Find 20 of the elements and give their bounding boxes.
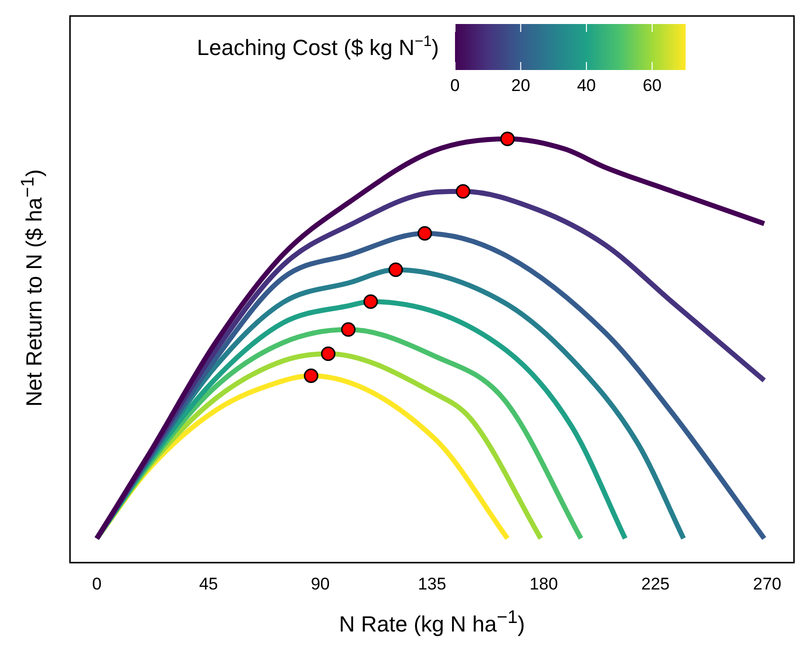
point [304,368,318,383]
color-bar-label: 60 [642,76,662,96]
x-axis-title: N Rate (kg N ha$^{−1}$) [338,606,526,638]
color-bar-label: 0 [450,76,460,96]
point [363,294,378,309]
point [341,322,356,337]
x-tick-label: 225 [641,574,670,594]
point [418,226,432,241]
x-tick-label: 45 [199,574,218,594]
x-tick-label: 270 [753,574,782,594]
x-tick-label: 135 [418,574,446,594]
point [388,262,403,278]
x-tick-label: 180 [530,574,558,594]
color-bar-label: 40 [576,76,596,96]
color-bar-label: 20 [511,76,530,96]
x-tick-label: 0 [92,574,102,594]
x-tick-label: 90 [310,574,330,594]
point [320,346,336,361]
point [456,184,470,199]
point [500,132,515,146]
